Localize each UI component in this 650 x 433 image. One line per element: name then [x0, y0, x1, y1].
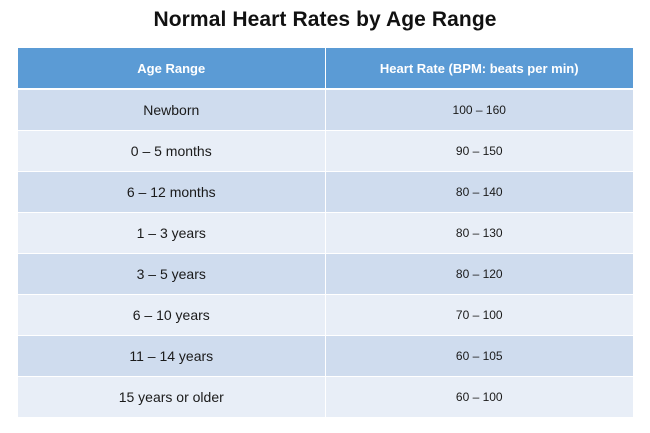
- age-cell: 0 – 5 months: [18, 130, 326, 172]
- age-cell: 6 – 10 years: [18, 294, 326, 336]
- age-cell: 6 – 12 months: [18, 171, 326, 213]
- age-cell: 3 – 5 years: [18, 253, 326, 295]
- header-age-range: Age Range: [18, 48, 326, 90]
- page-title: Normal Heart Rates by Age Range: [153, 8, 497, 31]
- table-row: 11 – 14 years 60 – 105: [18, 335, 633, 377]
- age-cell: 15 years or older: [18, 376, 326, 417]
- rate-cell: 70 – 100: [325, 294, 633, 336]
- age-cell: 11 – 14 years: [18, 335, 326, 377]
- table-row: 6 – 10 years 70 – 100: [18, 294, 633, 336]
- table-row: 0 – 5 months 90 – 150: [18, 130, 633, 172]
- table-row: 3 – 5 years 80 – 120: [18, 253, 633, 295]
- table-row: 1 – 3 years 80 – 130: [18, 212, 633, 254]
- rate-cell: 60 – 105: [325, 335, 633, 377]
- age-cell: Newborn: [18, 88, 326, 131]
- table-row: Newborn 100 – 160: [18, 88, 633, 131]
- header-heart-rate: Heart Rate (BPM: beats per min): [325, 48, 633, 90]
- rate-cell: 100 – 160: [325, 88, 633, 131]
- age-cell: 1 – 3 years: [18, 212, 326, 254]
- rate-cell: 80 – 130: [325, 212, 633, 254]
- table-row: 6 – 12 months 80 – 140: [18, 171, 633, 213]
- heart-rate-table: Age Range Heart Rate (BPM: beats per min…: [18, 48, 633, 417]
- rate-cell: 90 – 150: [325, 130, 633, 172]
- rate-cell: 80 – 140: [325, 171, 633, 213]
- table-header-row: Age Range Heart Rate (BPM: beats per min…: [18, 48, 633, 90]
- rate-cell: 80 – 120: [325, 253, 633, 295]
- rate-cell: 60 – 100: [325, 376, 633, 417]
- table-row: 15 years or older 60 – 100: [18, 376, 633, 417]
